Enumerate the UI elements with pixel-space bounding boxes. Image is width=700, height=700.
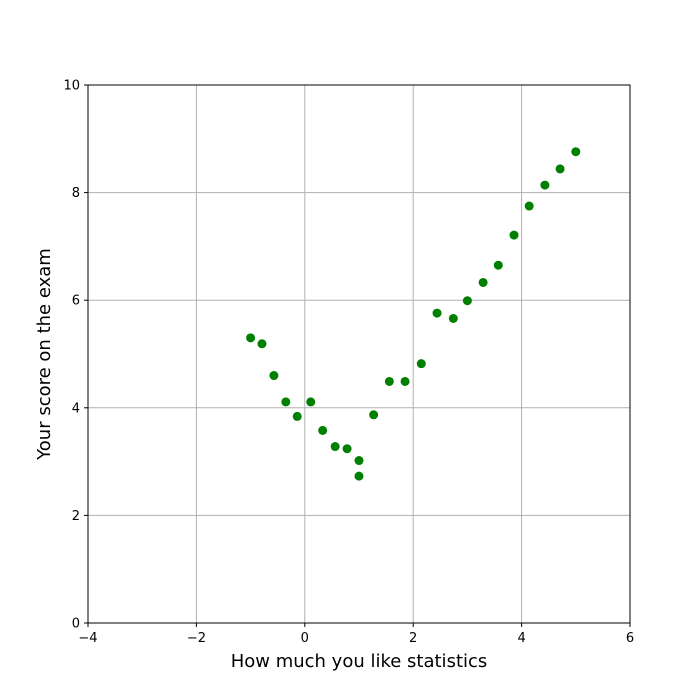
y-tick-label: 6	[72, 294, 80, 309]
data-point	[432, 308, 442, 318]
data-point	[524, 201, 534, 211]
data-point	[354, 471, 364, 481]
x-tick-label: −4	[78, 631, 97, 646]
data-point	[493, 260, 503, 270]
y-tick-label: 8	[72, 186, 80, 201]
x-tick-label: 6	[626, 631, 634, 646]
plot-frame	[87, 84, 631, 624]
data-point	[384, 376, 394, 386]
data-point	[342, 444, 352, 454]
axis-ticks: −4 −2 0 2 4 6 0 2 4 6 8 10	[63, 79, 634, 647]
data-point	[448, 313, 458, 323]
data-point	[540, 180, 550, 190]
x-tick-label: 2	[409, 631, 417, 646]
data-point	[555, 164, 565, 174]
grid-lines	[87, 84, 631, 624]
data-point	[269, 371, 279, 381]
data-points	[246, 147, 581, 481]
data-point	[478, 277, 488, 287]
x-axis-label: How much you like statistics	[231, 651, 488, 672]
data-point	[354, 456, 364, 466]
data-point	[400, 376, 410, 386]
x-tick-label: 4	[517, 631, 525, 646]
x-tick-label: −2	[187, 631, 206, 646]
plot-area	[88, 85, 630, 623]
data-point	[246, 333, 256, 343]
y-tick-label: 10	[63, 79, 80, 94]
data-point	[292, 411, 302, 421]
data-point	[257, 339, 267, 349]
data-point	[571, 147, 581, 157]
data-point	[369, 410, 379, 420]
y-tick-label: 4	[72, 401, 80, 416]
y-tick-label: 2	[72, 509, 80, 524]
y-axis-label: Your score on the exam	[34, 248, 55, 461]
data-point	[330, 442, 340, 452]
data-point	[462, 296, 472, 306]
x-tick-label: 0	[301, 631, 309, 646]
data-point	[318, 425, 328, 435]
data-point	[416, 359, 426, 369]
data-point	[306, 397, 316, 407]
y-tick-label: 0	[72, 617, 80, 632]
data-point	[509, 230, 519, 240]
data-point	[281, 397, 291, 407]
